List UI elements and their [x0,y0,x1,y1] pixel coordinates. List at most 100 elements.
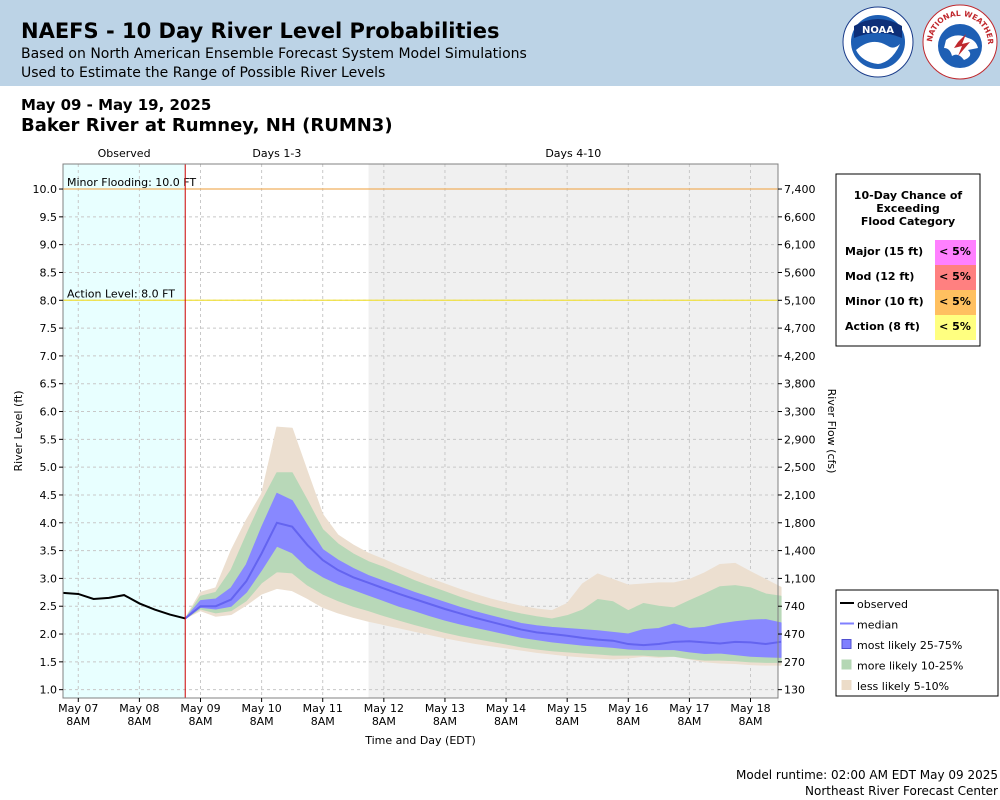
flow-tick-label-9: 2,900 [784,433,816,446]
x-tick-time-8: 8AM [555,715,579,728]
y-tick-label-12: 7.0 [40,350,58,363]
legend-label-1: median [857,619,898,632]
y-tick-label-14: 8.0 [40,294,58,307]
x-tick-time-5: 8AM [372,715,396,728]
flood-row-label-0: Major (15 ft) [845,245,923,258]
x-tick-date-7: May 14 [486,702,526,715]
x-tick-date-2: May 09 [180,702,220,715]
flow-tick-label-12: 4,200 [784,350,816,363]
flood-row-value-3: < 5% [939,320,971,333]
x-tick-time-9: 8AM [616,715,640,728]
plot-border [62,163,779,699]
flood-table-title-1: Exceeding [876,202,939,215]
y-tick-label-10: 6.0 [40,406,58,419]
subtitle-line-2: Used to Estimate the Range of Possible R… [21,65,386,81]
legend-box [835,589,999,697]
flood-row-value-0: < 5% [939,245,971,258]
threshold-label-0: Minor Flooding: 10.0 FT [67,176,196,189]
flood-row-swatch-3 [935,315,976,340]
y-tick-label-15: 8.5 [40,266,58,279]
legend-swatch-2 [841,639,852,649]
legend-label-3: more likely 10-25% [857,660,963,673]
flow-tick-label-18: 7,400 [784,183,816,196]
x-tick-date-10: May 17 [669,702,709,715]
y-axis-title: River Level (ft) [12,390,25,471]
flow-tick-label-4: 1,100 [784,572,816,585]
x-axis-title: Time and Day (EDT) [364,734,476,747]
band-25-75 [184,492,782,658]
y-tick-label-5: 3.5 [40,545,58,558]
x-tick-time-11: 8AM [738,715,762,728]
flood-row-swatch-2 [935,290,976,315]
page-title: NAEFS - 10 Day River Level Probabilities [21,19,500,43]
flow-tick-label-17: 6,600 [784,211,816,224]
period-label-0: Observed [98,147,151,160]
flood-row-label-2: Minor (10 ft) [845,295,924,308]
flood-row-swatch-0 [935,240,976,265]
x-tick-date-3: May 10 [241,702,281,715]
flow-tick-label-0: 130 [784,684,805,697]
x-tick-date-9: May 16 [608,702,648,715]
flood-row-label-1: Mod (12 ft) [845,270,914,283]
x-tick-time-6: 8AM [433,715,457,728]
location-title: Baker River at Rumney, NH (RUMN3) [21,115,393,136]
noaa-logo-text: NOAA [862,25,894,36]
legend-label-0: observed [857,598,908,611]
flood-row-value-2: < 5% [939,295,971,308]
flow-tick-label-2: 470 [784,628,805,641]
flow-tick-label-13: 4,700 [784,322,816,335]
flow-tick-label-3: 740 [784,600,805,613]
flow-tick-label-5: 1,400 [784,545,816,558]
x-tick-time-3: 8AM [250,715,274,728]
x-tick-time-2: 8AM [188,715,212,728]
observed-period-shade [63,164,186,698]
flow-tick-label-10: 3,300 [784,406,816,419]
period-label-2: Days 4-10 [545,147,601,160]
x-tick-date-0: May 07 [58,702,98,715]
y-tick-label-1: 1.5 [40,656,58,669]
flood-row-value-1: < 5% [939,270,971,283]
nws-logo-icon: NATIONAL WEATHER SERVICE [922,4,998,80]
date-range: May 09 - May 19, 2025 [21,96,212,114]
flood-row-label-3: Action (8 ft) [845,320,920,333]
y-tick-label-0: 1.0 [40,684,58,697]
x-tick-date-5: May 12 [364,702,404,715]
y-tick-label-6: 4.0 [40,517,58,530]
x-tick-time-4: 8AM [311,715,335,728]
flow-tick-label-1: 270 [784,656,805,669]
legend-label-4: less likely 5-10% [857,680,949,693]
x-tick-date-6: May 13 [425,702,465,715]
x-tick-time-10: 8AM [677,715,701,728]
flow-tick-label-6: 1,800 [784,517,816,530]
median-line [184,521,782,647]
y2-axis-title: River Flow (cfs) [825,389,838,474]
y-tick-label-7: 4.5 [40,489,58,502]
subtitle-line-1: Based on North American Ensemble Forecas… [21,46,527,62]
y-tick-label-17: 9.5 [40,211,58,224]
y-tick-label-16: 9.0 [40,239,58,252]
y-tick-label-2: 2.0 [40,628,58,641]
x-tick-time-1: 8AM [127,715,151,728]
y-tick-label-3: 2.5 [40,600,58,613]
flow-tick-label-11: 3,800 [784,378,816,391]
legend-swatch-3 [841,659,852,670]
x-tick-time-0: 8AM [66,715,90,728]
x-tick-time-7: 8AM [494,715,518,728]
forecast-center: Northeast River Forecast Center [805,784,998,798]
legend-label-2: most likely 25-75% [857,639,962,652]
x-tick-date-11: May 18 [730,702,770,715]
y-tick-label-9: 5.5 [40,433,58,446]
header-banner: NAEFS - 10 Day River Level Probabilities… [0,0,1000,86]
flood-table-title-2: Flood Category [861,215,955,228]
y-tick-label-13: 7.5 [40,322,58,335]
flow-tick-label-8: 2,500 [784,461,816,474]
flood-table-title-0: 10-Day Chance of [854,189,963,202]
flood-row-swatch-1 [935,265,976,290]
observed-line [62,591,186,620]
flow-tick-label-15: 5,600 [784,266,816,279]
river-level-chart: Observed Days 1-3 Days 4-10 Minor Flooding:… [12,147,999,747]
noaa-logo-icon: NOAA [842,6,914,78]
flow-tick-label-16: 6,100 [784,239,816,252]
y-tick-label-11: 6.5 [40,378,58,391]
period-label-1: Days 1-3 [252,147,301,160]
